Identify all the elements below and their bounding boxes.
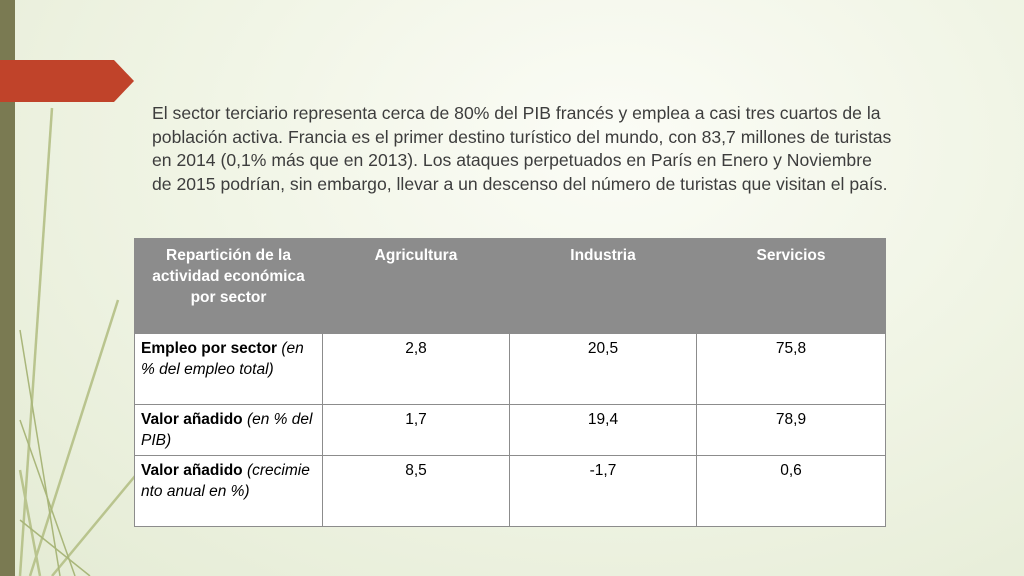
row-label-bold: Valor añadido xyxy=(141,462,243,479)
body-paragraph: El sector terciario representa cerca de … xyxy=(152,103,892,194)
header-services: Servicios xyxy=(696,238,886,334)
header-agriculture: Agricultura xyxy=(322,238,510,334)
header-industry: Industria xyxy=(509,238,697,334)
table-row: Valor añadido (en % del PIB) 1,7 19,4 78… xyxy=(134,404,886,456)
cell-agriculture: 1,7 xyxy=(322,404,510,456)
title-accent-tab xyxy=(0,60,134,102)
row-label-italic: (en % del empleo total) xyxy=(141,340,304,378)
cell-agriculture: 2,8 xyxy=(322,333,510,405)
row-label-italic: (crecimiento anual en %) xyxy=(141,462,310,500)
row-label-bold: Empleo por sector xyxy=(141,340,278,357)
cell-industry: 19,4 xyxy=(509,404,697,456)
cell-agriculture: 8,5 xyxy=(322,455,510,527)
row-label-value-added-growth: Valor añadido (crecimiento anual en %) xyxy=(134,455,323,527)
row-label-bold: Valor añadido xyxy=(141,411,243,428)
row-label-italic: (en % del PIB) xyxy=(141,411,313,449)
economic-sectors-table: Repartición de la actividad económica po… xyxy=(134,238,886,527)
table-row: Empleo por sector (en % del empleo total… xyxy=(134,333,886,405)
cell-services: 75,8 xyxy=(696,333,886,405)
row-label-value-added-gdp: Valor añadido (en % del PIB) xyxy=(134,404,323,456)
row-label-employment: Empleo por sector (en % del empleo total… xyxy=(134,333,323,405)
cell-services: 0,6 xyxy=(696,455,886,527)
header-sector-distribution: Repartición de la actividad económica po… xyxy=(134,238,323,334)
cell-industry: -1,7 xyxy=(509,455,697,527)
cell-industry: 20,5 xyxy=(509,333,697,405)
cell-services: 78,9 xyxy=(696,404,886,456)
left-decorative-band xyxy=(0,0,15,576)
table-header-row: Repartición de la actividad económica po… xyxy=(134,238,886,334)
decorative-lines xyxy=(18,107,141,576)
table-row: Valor añadido (crecimiento anual en %) 8… xyxy=(134,455,886,527)
